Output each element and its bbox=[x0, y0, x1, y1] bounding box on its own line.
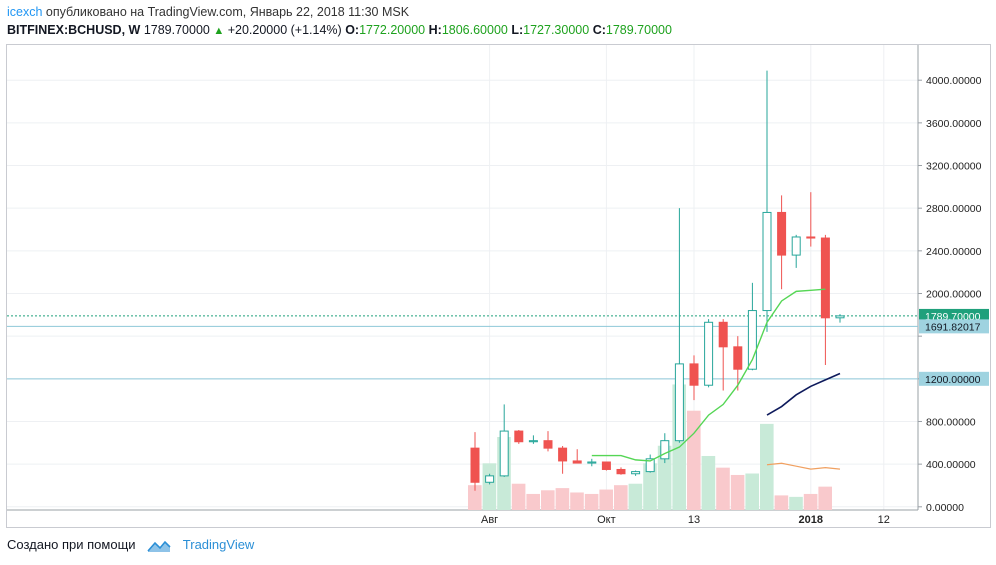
chart-frame[interactable] bbox=[6, 44, 991, 528]
x-tick-label: Окт bbox=[597, 514, 616, 526]
x-tick-label: 2018 bbox=[799, 514, 823, 526]
volume-bar bbox=[643, 463, 657, 510]
symbol-name: BITFINEX:BCHUSD, W bbox=[7, 23, 141, 37]
volume-ma-line bbox=[766, 462, 841, 470]
volume-bar bbox=[701, 455, 716, 510]
volume-bar bbox=[789, 496, 803, 510]
candle-body bbox=[747, 310, 757, 370]
volume-bar bbox=[774, 495, 789, 510]
candle-body bbox=[514, 430, 524, 443]
volume-bar bbox=[482, 463, 497, 510]
candle-body bbox=[777, 211, 787, 256]
candle-body bbox=[674, 363, 684, 442]
candle-body bbox=[601, 461, 611, 470]
volume-bar bbox=[526, 493, 540, 510]
candle-body bbox=[543, 440, 553, 449]
candle-body bbox=[631, 471, 641, 475]
close-label: C: bbox=[592, 23, 606, 37]
open-label: O: bbox=[345, 23, 360, 37]
high-value: 1806.60000 bbox=[441, 23, 508, 37]
candle-body bbox=[558, 447, 568, 462]
candle-body bbox=[791, 236, 801, 256]
up-arrow-icon: ▲ bbox=[213, 25, 225, 37]
y-tick-label: 2000.00000 bbox=[926, 288, 982, 300]
footer: Создано при помощи TradingView bbox=[7, 536, 254, 554]
price-marker-label: 1691.82017 bbox=[925, 321, 981, 333]
y-tick-label: 3600.00000 bbox=[926, 118, 982, 130]
x-tick-label: 13 bbox=[688, 514, 700, 526]
y-tick-label: 2800.00000 bbox=[926, 203, 982, 215]
published-text: опубликовано на TradingView.com, Январь … bbox=[45, 5, 410, 19]
volume-bar bbox=[599, 489, 613, 510]
candle-body bbox=[645, 458, 655, 473]
chart-header: icexch опубликовано на TradingView.com, … bbox=[7, 3, 409, 21]
high-label: H: bbox=[428, 23, 442, 37]
candle-body bbox=[762, 211, 772, 312]
candle-body bbox=[835, 315, 845, 319]
candle-body bbox=[733, 346, 743, 370]
y-tick-label: 400.00000 bbox=[926, 459, 976, 471]
x-tick-label: Авг bbox=[481, 514, 498, 526]
volume-bar bbox=[803, 493, 818, 510]
author-link[interactable]: icexch bbox=[7, 5, 43, 19]
candle-body bbox=[718, 321, 728, 348]
volume-bar bbox=[614, 485, 628, 510]
ma-slow-line bbox=[766, 372, 841, 416]
candle-body bbox=[528, 440, 538, 443]
candle-body bbox=[704, 321, 714, 386]
tradingview-logo-icon bbox=[147, 540, 171, 552]
candle-body bbox=[499, 430, 509, 477]
open-value: 1772.20000 bbox=[359, 23, 426, 37]
y-tick-label: 800.00000 bbox=[926, 416, 976, 428]
candle-body bbox=[820, 237, 830, 319]
y-tick-label: 0.00000 bbox=[926, 502, 964, 514]
low-value: 1727.30000 bbox=[523, 23, 590, 37]
symbol-bar: BITFINEX:BCHUSD, W 1789.70000 ▲ +20.2000… bbox=[7, 21, 672, 40]
candle-body bbox=[572, 460, 582, 464]
x-tick-label: 12 bbox=[878, 514, 890, 526]
candle-body bbox=[587, 461, 597, 464]
candle-body bbox=[485, 475, 495, 483]
tradingview-brand[interactable]: TradingView bbox=[182, 537, 255, 552]
candle-body bbox=[660, 440, 670, 460]
candle-body bbox=[616, 468, 626, 475]
volume-bar bbox=[745, 473, 759, 510]
price-marker-box bbox=[919, 319, 989, 334]
volume-bar bbox=[687, 410, 701, 510]
volume-bar bbox=[760, 423, 774, 510]
created-with-text: Создано при помощи bbox=[7, 537, 136, 552]
volume-bar bbox=[730, 474, 745, 510]
volume-bar bbox=[716, 467, 730, 510]
price-marker-label: 1200.00000 bbox=[925, 374, 981, 386]
low-label: L: bbox=[511, 23, 524, 37]
y-tick-label: 3200.00000 bbox=[926, 161, 982, 173]
close-value: 1789.70000 bbox=[605, 23, 672, 37]
volume-bar bbox=[818, 486, 832, 510]
candle-body bbox=[689, 363, 699, 386]
volume-bar bbox=[584, 493, 599, 510]
y-tick-label: 4000.00000 bbox=[926, 75, 982, 87]
last-price: 1789.70000 bbox=[143, 23, 210, 37]
price-change: +20.20000 (+1.14%) bbox=[227, 23, 342, 37]
volume-bar bbox=[511, 483, 526, 510]
volume-bar bbox=[541, 490, 555, 510]
y-tick-label: 2400.00000 bbox=[926, 246, 982, 258]
volume-bar bbox=[657, 445, 672, 510]
ma-fast-line bbox=[591, 288, 826, 462]
volume-bar bbox=[570, 492, 584, 510]
volume-bar bbox=[555, 488, 570, 510]
price-marker-box bbox=[919, 371, 989, 386]
candle-body bbox=[806, 236, 816, 239]
volume-bar bbox=[628, 483, 643, 510]
volume-bar bbox=[468, 485, 482, 510]
candle-body bbox=[470, 447, 480, 483]
